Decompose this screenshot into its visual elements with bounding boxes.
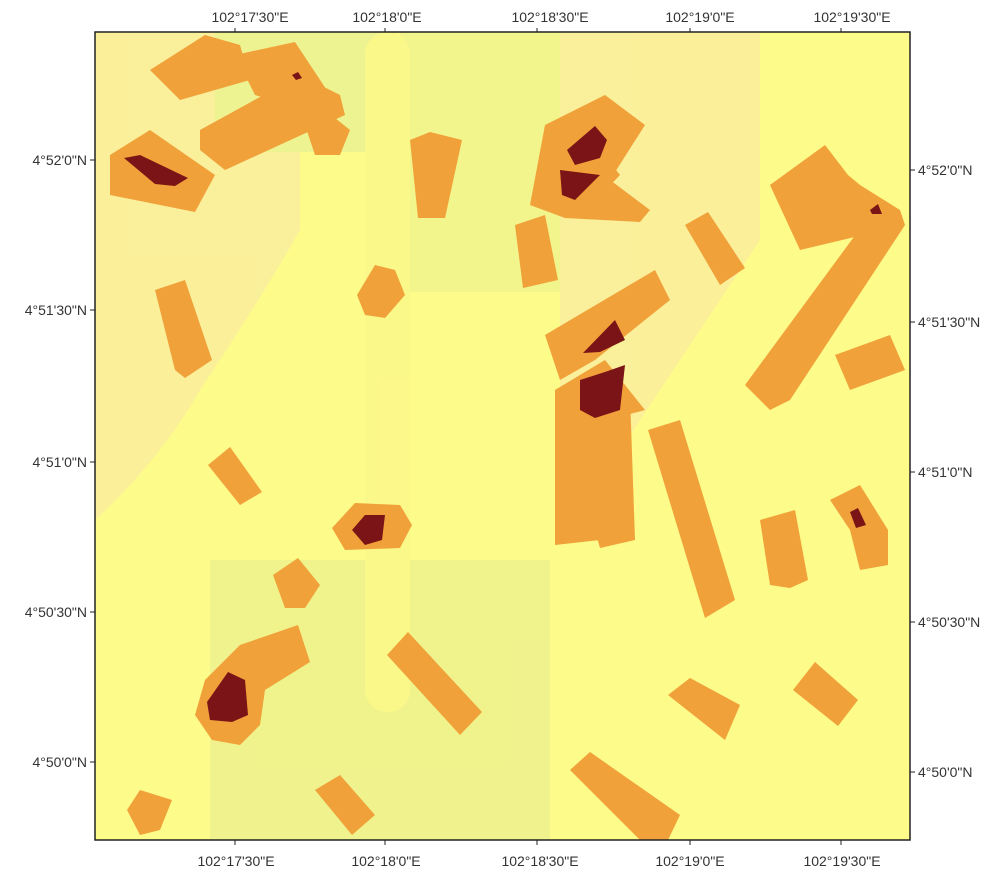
lon-label-bottom: 102°19'0"E <box>655 853 724 869</box>
lat-label-right: 4°50'0"N <box>918 764 973 780</box>
hotspot <box>124 155 188 186</box>
orange-zone <box>570 752 680 840</box>
orange-zone <box>685 212 745 285</box>
lat-label-left: 4°52'0"N <box>33 152 88 168</box>
hotspot <box>567 126 607 165</box>
lat-label-right: 4°52'0"N <box>918 162 973 178</box>
orange-zone <box>305 110 350 155</box>
lon-label-bottom: 102°18'30"E <box>501 853 578 869</box>
orange-zone <box>648 420 735 618</box>
lat-label-right: 4°50'30"N <box>918 614 980 630</box>
orange-zone <box>273 558 320 608</box>
bottom-axis: 102°17'30"E 102°18'0"E 102°18'30"E 102°1… <box>197 853 880 869</box>
lon-label-top: 102°19'30"E <box>813 9 890 25</box>
lon-label-top: 102°18'0"E <box>352 9 421 25</box>
orange-zone <box>745 215 905 410</box>
tick-marks <box>90 28 915 845</box>
orange-zone <box>127 790 172 835</box>
hotspot <box>292 72 302 80</box>
hotspot <box>207 672 248 722</box>
orange-zone <box>545 270 670 380</box>
orange-zone <box>208 447 262 505</box>
lat-label-left: 4°50'0"N <box>33 754 88 770</box>
lat-label-left: 4°51'0"N <box>33 454 88 470</box>
orange-zone <box>410 132 462 218</box>
hotspot <box>583 320 625 353</box>
map-frame <box>94 31 911 841</box>
orange-zone <box>668 678 740 740</box>
lat-label-right: 4°51'30"N <box>918 314 980 330</box>
hotspot <box>850 508 866 528</box>
lon-label-bottom: 102°17'30"E <box>197 853 274 869</box>
right-axis: 4°52'0"N 4°51'30"N 4°51'0"N 4°50'30"N 4°… <box>918 162 980 780</box>
hotspot <box>580 365 625 418</box>
hotspot-zones <box>124 72 882 722</box>
orange-zone <box>315 775 375 835</box>
orange-zone <box>830 485 888 570</box>
lon-label-bottom: 102°18'0"E <box>351 853 420 869</box>
lon-label-top: 102°18'30"E <box>511 9 588 25</box>
lat-label-right: 4°51'0"N <box>918 464 973 480</box>
orange-zone <box>793 662 858 726</box>
hotspot <box>560 170 600 200</box>
orange-zone <box>155 280 212 378</box>
hotspot <box>870 204 882 214</box>
top-axis: 102°17'30"E 102°18'0"E 102°18'30"E 102°1… <box>211 9 890 25</box>
orange-zone <box>387 632 482 735</box>
orange-zone <box>835 335 905 390</box>
lat-label-left: 4°50'30"N <box>25 604 87 620</box>
orange-zone <box>150 35 250 100</box>
orange-zone <box>515 215 558 288</box>
orange-zone <box>760 510 808 588</box>
left-axis: 4°52'0"N 4°51'30"N 4°51'0"N 4°50'30"N 4°… <box>25 152 87 770</box>
orange-zone <box>200 75 345 170</box>
lat-label-left: 4°51'30"N <box>25 302 87 318</box>
hotspot <box>352 515 385 545</box>
lon-label-top: 102°17'30"E <box>211 9 288 25</box>
lon-label-top: 102°19'0"E <box>665 9 734 25</box>
orange-zone <box>357 265 405 318</box>
lon-label-bottom: 102°19'30"E <box>803 853 880 869</box>
